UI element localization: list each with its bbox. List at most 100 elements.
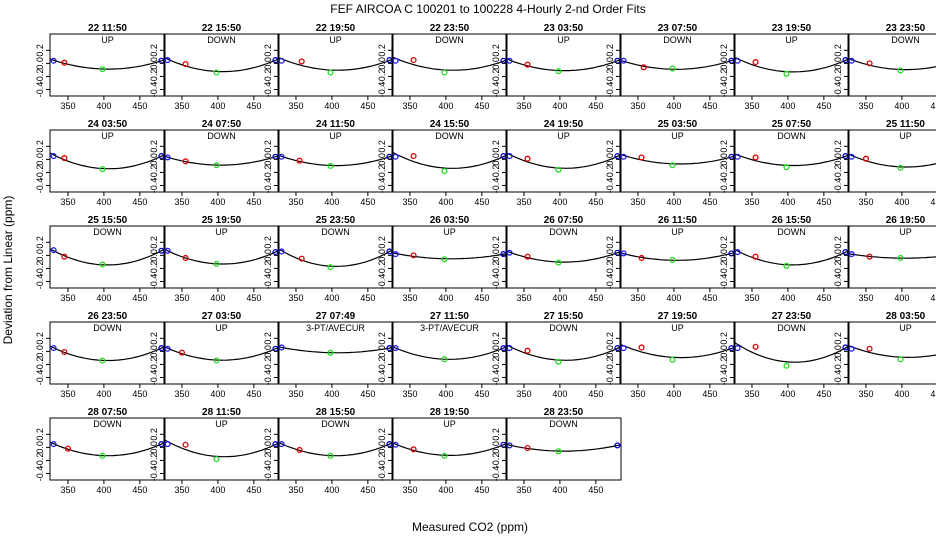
- panel-mode-label: DOWN: [93, 227, 122, 237]
- panel-title: 28 15:50: [316, 407, 356, 418]
- x-tick-label: 350: [402, 293, 417, 303]
- y-tick-label: -0.4: [263, 82, 273, 98]
- y-tick-label: 0.0: [605, 249, 615, 262]
- data-point: [327, 349, 334, 356]
- fit-curve: [733, 56, 850, 73]
- x-tick-label: 400: [210, 101, 225, 111]
- y-tick-label: 0.2: [719, 140, 729, 153]
- x-tick-label: 450: [360, 197, 375, 207]
- y-tick-label: -0.2: [377, 261, 387, 277]
- data-point: [164, 154, 171, 161]
- fit-curve: [277, 56, 394, 71]
- panel-mode-label: DOWN: [207, 131, 236, 141]
- data-point: [862, 155, 870, 162]
- data-point: [506, 57, 513, 64]
- y-tick-label: -0.4: [263, 370, 273, 386]
- x-tick-label: 400: [780, 197, 795, 207]
- y-tick-label: -0.2: [35, 165, 45, 181]
- y-tick-label: -0.4: [719, 274, 729, 290]
- fit-curve: [49, 58, 166, 70]
- y-tick-label: -0.4: [35, 82, 45, 98]
- y-tick-label: 0.0: [35, 249, 45, 262]
- data-point: [441, 256, 448, 263]
- data-point: [213, 357, 220, 364]
- panel-title: 27 15:50: [544, 311, 584, 322]
- y-tick-label: -0.4: [833, 370, 843, 386]
- panel-frame: [733, 129, 850, 193]
- fit-curve: [847, 253, 936, 259]
- data-point: [410, 57, 417, 64]
- x-tick-label: 400: [438, 197, 453, 207]
- y-tick-label: 0.0: [263, 153, 273, 166]
- x-tick-label: 450: [132, 101, 147, 111]
- data-point: [783, 262, 790, 269]
- fit-curve: [505, 58, 622, 72]
- x-tick-label: 350: [744, 293, 759, 303]
- x-tick-label: 350: [288, 197, 303, 207]
- data-point: [296, 446, 303, 454]
- x-tick-label: 450: [360, 389, 375, 399]
- fit-curve: [505, 250, 622, 263]
- x-tick-label: 400: [780, 293, 795, 303]
- data-point: [669, 162, 676, 169]
- fit-curve: [619, 153, 736, 165]
- panel-title: 28 11:50: [202, 407, 241, 418]
- data-point: [783, 70, 790, 77]
- y-tick-label: -0.4: [377, 370, 387, 386]
- y-tick-label: 0.2: [149, 332, 159, 345]
- panel-title: 23 19:50: [772, 23, 812, 34]
- y-tick-label: -0.2: [263, 69, 273, 85]
- y-tick-label: 0.0: [719, 345, 729, 358]
- fit-curve: [733, 248, 850, 266]
- panel-title: 25 23:50: [316, 215, 356, 226]
- x-tick-label: 450: [132, 197, 147, 207]
- fit-curve: [163, 56, 280, 73]
- x-tick-label: 450: [246, 485, 261, 495]
- panel-frame: [163, 33, 280, 97]
- data-point: [278, 344, 285, 351]
- x-tick-label: 400: [552, 197, 567, 207]
- panel-mode-label: DOWN: [93, 323, 122, 333]
- panel-frame: [391, 417, 508, 481]
- panel-title: 28 19:50: [430, 407, 470, 418]
- y-tick-label: -0.4: [149, 466, 159, 482]
- panel-frame: [619, 225, 736, 289]
- fit-curve: [619, 58, 736, 70]
- x-tick-label: 350: [288, 101, 303, 111]
- x-tick-label: 350: [630, 197, 645, 207]
- y-tick-label: -0.2: [833, 261, 843, 277]
- data-point: [897, 164, 904, 171]
- y-tick-label: -0.4: [35, 178, 45, 194]
- y-tick-label: -0.2: [491, 69, 501, 85]
- y-tick-label: 0.0: [491, 249, 501, 262]
- x-tick-label: 350: [60, 293, 75, 303]
- y-tick-label: -0.2: [719, 357, 729, 373]
- x-tick-label: 350: [516, 197, 531, 207]
- panel-title: 22 19:50: [316, 23, 356, 34]
- x-tick-label: 400: [438, 389, 453, 399]
- panel-mode-label: DOWN: [93, 419, 122, 429]
- panel-title: 26 07:50: [544, 215, 584, 226]
- data-point: [99, 357, 106, 364]
- data-point: [392, 251, 399, 258]
- y-tick-label: 0.0: [149, 345, 159, 358]
- panel-mode-label: UP: [215, 419, 228, 429]
- data-point: [524, 61, 531, 68]
- x-tick-label: 450: [588, 485, 603, 495]
- y-tick-label: -0.2: [149, 261, 159, 277]
- panel-frame: [733, 33, 850, 97]
- panel-title: 24 11:50: [316, 119, 355, 130]
- y-tick-label: -0.2: [719, 69, 729, 85]
- data-point: [213, 69, 220, 76]
- panel-title: 25 11:50: [886, 119, 925, 130]
- x-tick-label: 350: [60, 197, 75, 207]
